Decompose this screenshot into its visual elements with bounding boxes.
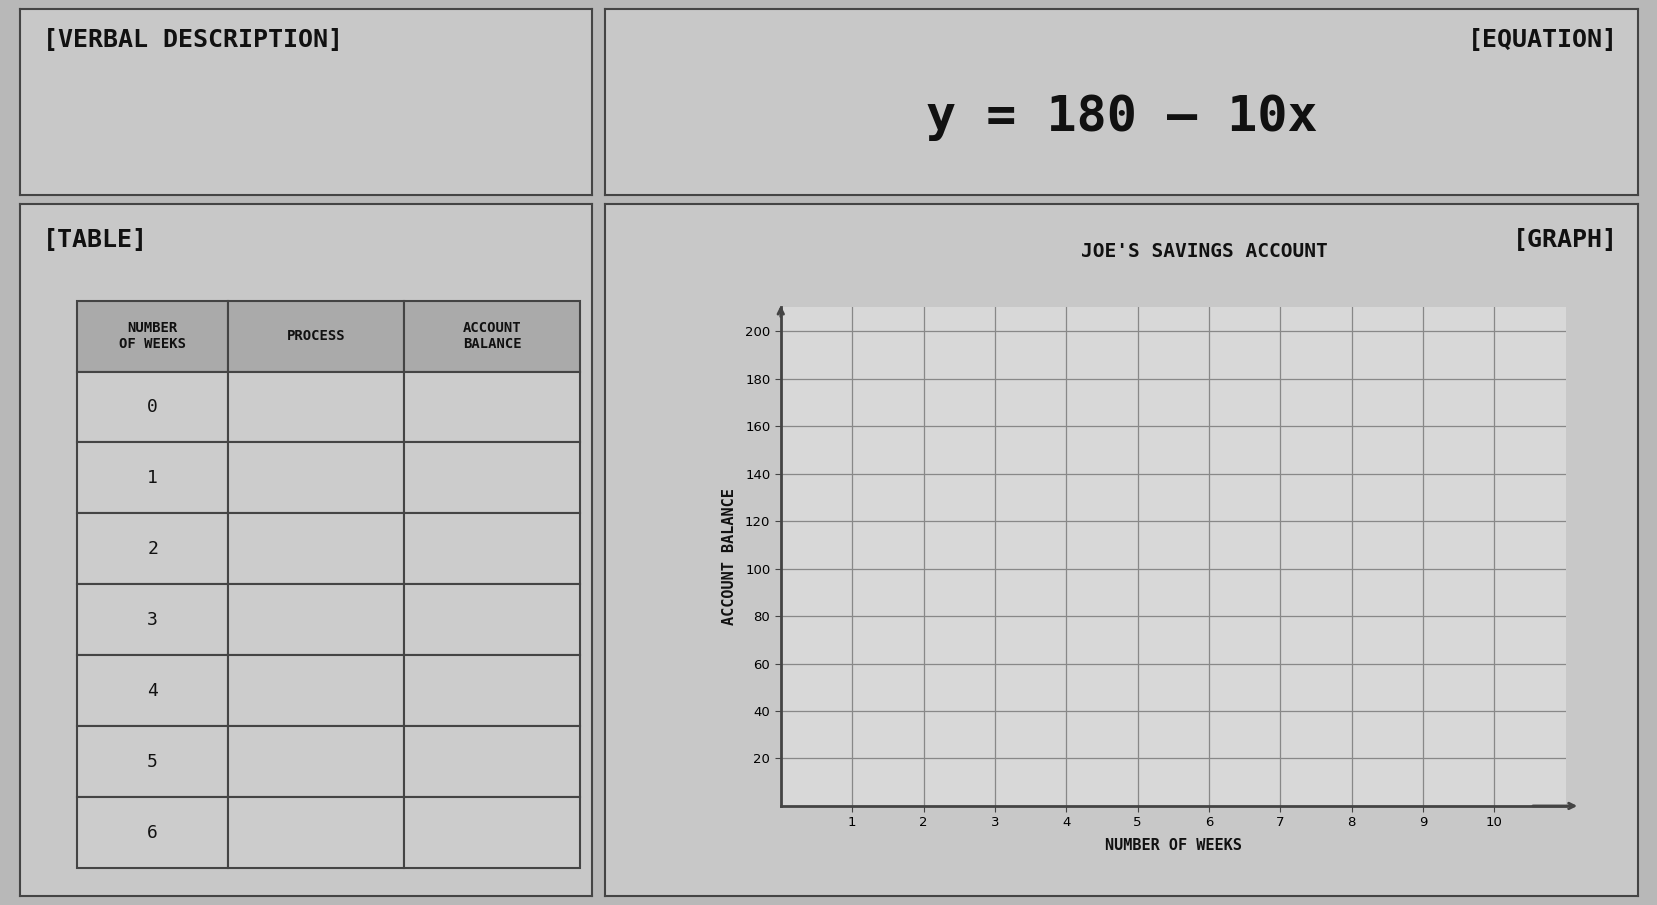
Bar: [404, 585, 580, 655]
Bar: [404, 797, 580, 868]
Text: [VERBAL DESCRIPTION]: [VERBAL DESCRIPTION]: [43, 27, 343, 52]
Text: 5: 5: [147, 753, 157, 771]
Text: 4: 4: [147, 681, 157, 700]
Text: ACCOUNT
BALANCE: ACCOUNT BALANCE: [462, 321, 522, 351]
Bar: [229, 300, 404, 372]
Text: [TABLE]: [TABLE]: [43, 228, 147, 252]
Bar: [229, 797, 404, 868]
Text: PROCESS: PROCESS: [287, 329, 345, 343]
Bar: [76, 727, 229, 797]
Bar: [229, 443, 404, 513]
Bar: [76, 655, 229, 727]
Bar: [404, 513, 580, 585]
Text: 6: 6: [147, 824, 157, 842]
X-axis label: NUMBER OF WEEKS: NUMBER OF WEEKS: [1104, 838, 1241, 853]
Text: 1: 1: [147, 469, 157, 487]
Text: 0: 0: [147, 398, 157, 416]
Bar: [229, 585, 404, 655]
Bar: [229, 727, 404, 797]
Bar: [76, 513, 229, 585]
Bar: [229, 655, 404, 727]
Bar: [404, 372, 580, 443]
Text: JOE'S SAVINGS ACCOUNT: JOE'S SAVINGS ACCOUNT: [1080, 242, 1327, 261]
Text: NUMBER
OF WEEKS: NUMBER OF WEEKS: [119, 321, 186, 351]
Bar: [76, 797, 229, 868]
Bar: [404, 655, 580, 727]
Y-axis label: ACCOUNT BALANCE: ACCOUNT BALANCE: [721, 489, 736, 625]
Bar: [229, 372, 404, 443]
Text: [GRAPH]: [GRAPH]: [1511, 228, 1617, 252]
Bar: [76, 372, 229, 443]
Text: y = 180 – 10x: y = 180 – 10x: [925, 92, 1317, 140]
Text: 3: 3: [147, 611, 157, 629]
Bar: [404, 443, 580, 513]
Text: 2: 2: [147, 540, 157, 557]
Bar: [76, 300, 229, 372]
Bar: [404, 727, 580, 797]
Bar: [76, 443, 229, 513]
Bar: [404, 300, 580, 372]
Bar: [229, 513, 404, 585]
Text: [EQUATION]: [EQUATION]: [1466, 27, 1617, 52]
Bar: [76, 585, 229, 655]
